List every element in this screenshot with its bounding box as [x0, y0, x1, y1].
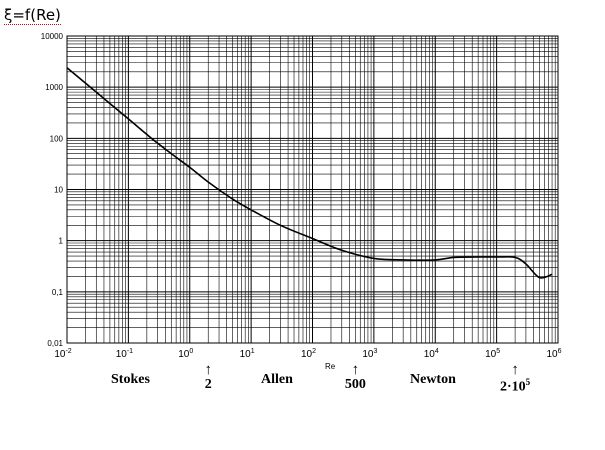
up-arrow-icon: ↑ — [351, 362, 360, 378]
x-tick-label: 101 — [240, 348, 255, 360]
y-tick-label: 0,01 — [47, 339, 63, 348]
y-tick-label: 1000 — [45, 83, 63, 92]
plot-frame — [66, 35, 559, 344]
chart-title: ξ=f(Re) — [4, 6, 61, 25]
marker-re-2e5: ↑ 2·105 — [485, 362, 545, 396]
y-tick-label: 1 — [59, 237, 64, 246]
up-arrow-icon: ↑ — [204, 362, 212, 378]
x-tick-label: 105 — [485, 348, 500, 360]
regime-allen: Allen — [261, 372, 293, 387]
x-tick-labels: 10-2 10-1 100 101 102 103 104 105 106 — [54, 348, 561, 360]
y-tick-label: 10 — [54, 186, 63, 195]
y-tick-labels: 0,01 0,1 1 10 100 1000 10000 — [41, 32, 64, 348]
y-tick-label: 100 — [50, 134, 64, 143]
grid-lines — [66, 36, 558, 344]
x-tick-label: 102 — [301, 348, 316, 360]
up-arrow-icon: ↑ — [511, 362, 519, 378]
x-tick-label: 104 — [424, 348, 439, 360]
marker-re-500: ↑ 500 — [325, 362, 385, 393]
x-tick-label: 10-1 — [116, 348, 133, 360]
drag-coefficient-curve — [66, 67, 553, 279]
x-tick-label: 10-2 — [54, 348, 71, 360]
marker-re-2: ↑ 2 — [178, 362, 238, 393]
y-tick-label: 10000 — [41, 32, 64, 41]
x-tick-label: 100 — [178, 348, 193, 360]
x-tick-label: 106 — [546, 348, 561, 360]
regime-stokes: Stokes — [111, 372, 150, 387]
x-axis-label: Re — [325, 362, 336, 371]
x-tick-label: 103 — [362, 348, 377, 360]
y-tick-label: 0,1 — [52, 288, 64, 297]
regime-newton: Newton — [410, 372, 456, 387]
